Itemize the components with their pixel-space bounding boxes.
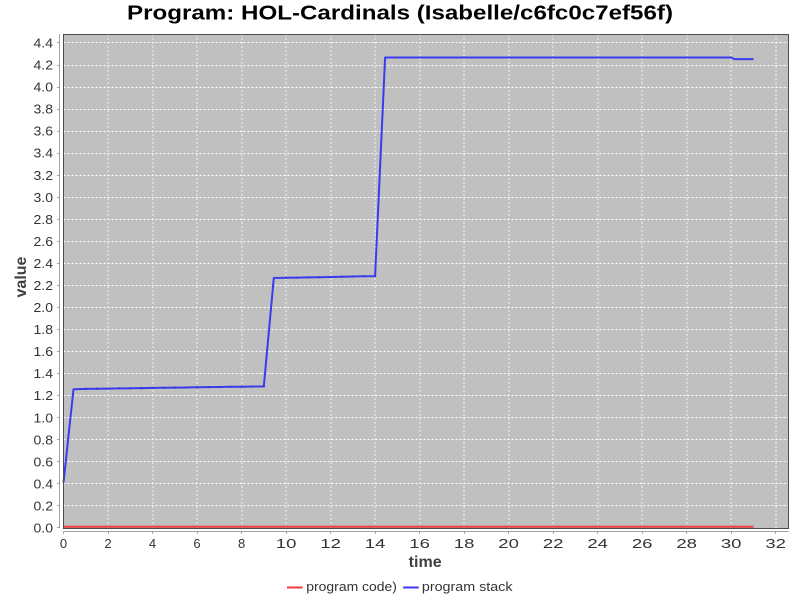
svg-text:12: 12 [320, 536, 341, 551]
svg-text:0.2: 0.2 [34, 499, 54, 514]
svg-text:2.8: 2.8 [34, 212, 54, 227]
svg-text:28: 28 [676, 536, 697, 551]
svg-text:1.2: 1.2 [34, 388, 54, 403]
svg-text:time: time [409, 554, 442, 571]
svg-text:6: 6 [193, 536, 200, 551]
svg-text:0.4: 0.4 [34, 476, 54, 491]
svg-text:1.6: 1.6 [34, 344, 54, 359]
svg-text:program stack: program stack [422, 579, 513, 594]
svg-text:4.4: 4.4 [34, 36, 54, 51]
svg-text:2.0: 2.0 [34, 300, 54, 315]
svg-text:2: 2 [104, 536, 111, 551]
svg-text:2.2: 2.2 [34, 278, 54, 293]
svg-text:1.0: 1.0 [34, 410, 54, 425]
svg-text:30: 30 [721, 536, 742, 551]
svg-text:20: 20 [498, 536, 519, 551]
svg-text:3.0: 3.0 [34, 190, 54, 205]
svg-text:value: value [13, 256, 30, 297]
svg-text:program code): program code) [306, 579, 397, 594]
svg-text:24: 24 [587, 536, 608, 551]
svg-text:3.4: 3.4 [34, 146, 54, 161]
svg-text:14: 14 [365, 536, 386, 551]
svg-text:3.2: 3.2 [34, 168, 54, 183]
svg-text:32: 32 [765, 536, 786, 551]
svg-text:0: 0 [60, 536, 67, 551]
svg-text:22: 22 [543, 536, 564, 551]
svg-text:10: 10 [276, 536, 297, 551]
svg-text:8: 8 [238, 536, 245, 551]
svg-text:0.0: 0.0 [34, 521, 54, 536]
svg-text:0.8: 0.8 [34, 432, 54, 447]
svg-text:3.8: 3.8 [34, 102, 54, 117]
svg-text:16: 16 [409, 536, 430, 551]
svg-text:1.8: 1.8 [34, 322, 54, 337]
svg-text:0.6: 0.6 [34, 454, 54, 469]
svg-text:4: 4 [149, 536, 156, 551]
svg-text:1.4: 1.4 [34, 366, 54, 381]
svg-text:26: 26 [632, 536, 653, 551]
svg-text:3.6: 3.6 [34, 124, 54, 139]
svg-text:2.6: 2.6 [34, 234, 54, 249]
svg-text:4.2: 4.2 [34, 58, 54, 73]
svg-text:2.4: 2.4 [34, 256, 54, 271]
svg-text:Program: HOL-Cardinals (Isabel: Program: HOL-Cardinals (Isabelle/c6fc0c7… [127, 2, 673, 25]
svg-text:18: 18 [454, 536, 475, 551]
svg-text:4.0: 4.0 [34, 80, 54, 95]
